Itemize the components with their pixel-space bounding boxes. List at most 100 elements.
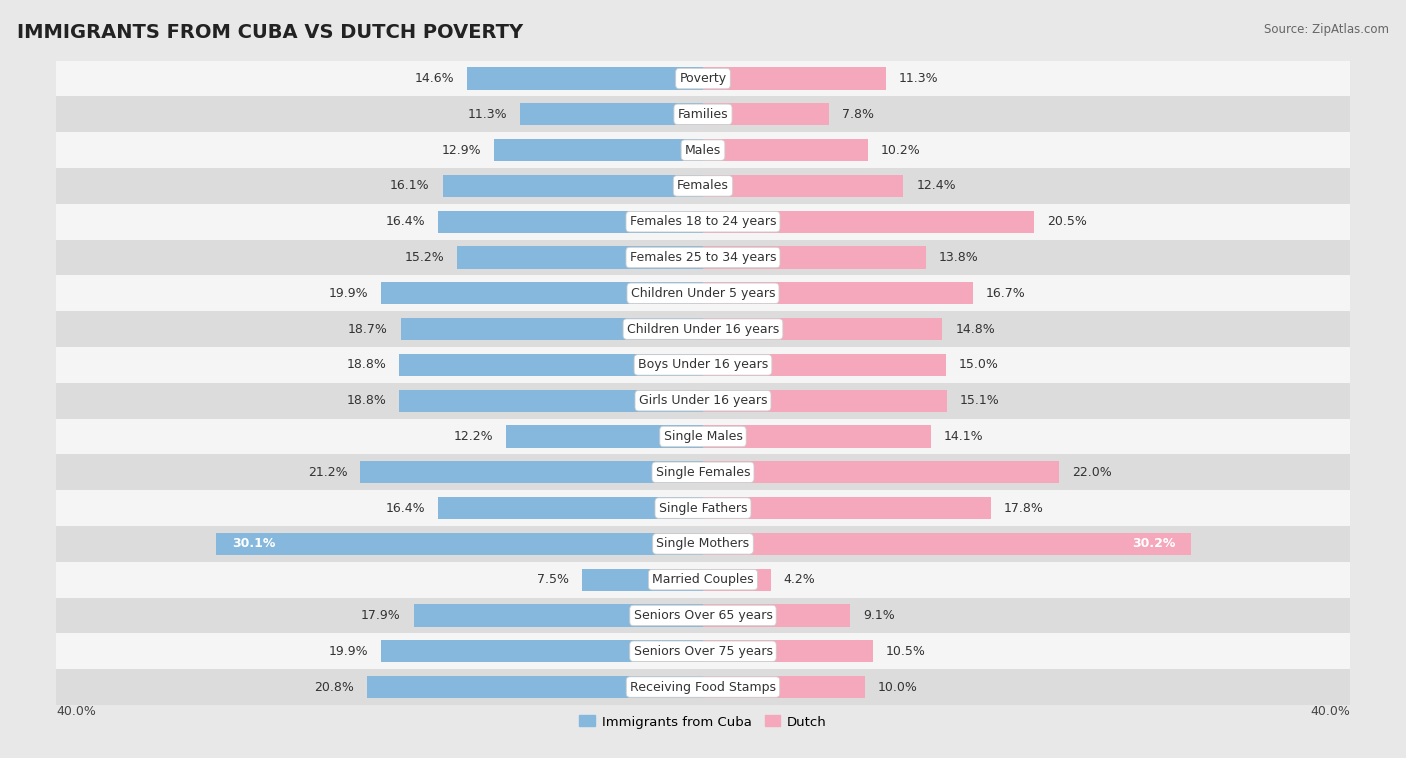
Text: 10.2%: 10.2% xyxy=(880,143,921,157)
Bar xyxy=(703,390,948,412)
Bar xyxy=(582,568,703,590)
Bar xyxy=(703,604,851,627)
Bar xyxy=(381,282,703,305)
Text: 15.1%: 15.1% xyxy=(960,394,1000,407)
Text: 13.8%: 13.8% xyxy=(939,251,979,264)
Bar xyxy=(56,312,1350,347)
Bar xyxy=(703,568,770,590)
Bar xyxy=(703,67,886,89)
Bar xyxy=(56,96,1350,132)
Bar xyxy=(56,132,1350,168)
Bar xyxy=(703,641,873,662)
Bar xyxy=(56,61,1350,96)
Text: Seniors Over 75 years: Seniors Over 75 years xyxy=(634,645,772,658)
Text: 7.5%: 7.5% xyxy=(537,573,569,586)
Text: 12.9%: 12.9% xyxy=(441,143,481,157)
Text: 16.4%: 16.4% xyxy=(385,215,425,228)
Bar xyxy=(56,418,1350,454)
Text: 18.8%: 18.8% xyxy=(346,394,387,407)
Text: 12.2%: 12.2% xyxy=(453,430,494,443)
Legend: Immigrants from Cuba, Dutch: Immigrants from Cuba, Dutch xyxy=(574,710,832,734)
Text: 11.3%: 11.3% xyxy=(898,72,938,85)
Text: Girls Under 16 years: Girls Under 16 years xyxy=(638,394,768,407)
Bar xyxy=(56,204,1350,240)
Text: 11.3%: 11.3% xyxy=(468,108,508,121)
Bar xyxy=(703,354,945,376)
Bar xyxy=(443,175,703,197)
Bar xyxy=(703,461,1059,484)
Text: 22.0%: 22.0% xyxy=(1071,465,1111,479)
Bar xyxy=(399,354,703,376)
Text: 17.8%: 17.8% xyxy=(1004,502,1043,515)
Text: 40.0%: 40.0% xyxy=(56,705,96,718)
Bar xyxy=(401,318,703,340)
Bar xyxy=(703,103,830,125)
Text: Receiving Food Stamps: Receiving Food Stamps xyxy=(630,681,776,694)
Bar xyxy=(437,497,703,519)
Text: 20.5%: 20.5% xyxy=(1047,215,1087,228)
Bar xyxy=(56,275,1350,312)
Bar xyxy=(703,175,904,197)
Text: 19.9%: 19.9% xyxy=(329,645,368,658)
Text: 18.8%: 18.8% xyxy=(346,359,387,371)
Text: IMMIGRANTS FROM CUBA VS DUTCH POVERTY: IMMIGRANTS FROM CUBA VS DUTCH POVERTY xyxy=(17,23,523,42)
Text: 30.1%: 30.1% xyxy=(232,537,276,550)
Text: Females 25 to 34 years: Females 25 to 34 years xyxy=(630,251,776,264)
Text: 9.1%: 9.1% xyxy=(863,609,894,622)
Text: Single Males: Single Males xyxy=(664,430,742,443)
Bar xyxy=(520,103,703,125)
Text: 16.4%: 16.4% xyxy=(385,502,425,515)
Text: 16.1%: 16.1% xyxy=(389,180,430,193)
Text: Source: ZipAtlas.com: Source: ZipAtlas.com xyxy=(1264,23,1389,36)
Text: 19.9%: 19.9% xyxy=(329,287,368,300)
Bar xyxy=(360,461,703,484)
Text: 10.5%: 10.5% xyxy=(886,645,925,658)
Bar xyxy=(703,425,931,447)
Text: Married Couples: Married Couples xyxy=(652,573,754,586)
Text: 12.4%: 12.4% xyxy=(917,180,956,193)
Text: Single Fathers: Single Fathers xyxy=(659,502,747,515)
Text: 15.2%: 15.2% xyxy=(405,251,444,264)
Text: 40.0%: 40.0% xyxy=(1310,705,1350,718)
Bar xyxy=(703,318,942,340)
Bar xyxy=(56,597,1350,634)
Text: 21.2%: 21.2% xyxy=(308,465,347,479)
Text: Males: Males xyxy=(685,143,721,157)
Bar xyxy=(703,246,927,268)
Text: Children Under 5 years: Children Under 5 years xyxy=(631,287,775,300)
Text: 14.1%: 14.1% xyxy=(943,430,984,443)
Bar xyxy=(56,562,1350,597)
Bar xyxy=(399,390,703,412)
Bar xyxy=(56,454,1350,490)
Bar xyxy=(381,641,703,662)
Text: 20.8%: 20.8% xyxy=(314,681,354,694)
Bar xyxy=(56,168,1350,204)
Bar xyxy=(703,211,1035,233)
Text: 15.0%: 15.0% xyxy=(959,359,998,371)
Bar xyxy=(703,497,991,519)
Text: Seniors Over 65 years: Seniors Over 65 years xyxy=(634,609,772,622)
Text: Females: Females xyxy=(678,180,728,193)
Text: Families: Families xyxy=(678,108,728,121)
Text: 18.7%: 18.7% xyxy=(347,323,388,336)
Text: 10.0%: 10.0% xyxy=(877,681,918,694)
Bar xyxy=(437,211,703,233)
Text: Single Mothers: Single Mothers xyxy=(657,537,749,550)
Bar xyxy=(56,240,1350,275)
Text: 14.6%: 14.6% xyxy=(415,72,454,85)
Text: Boys Under 16 years: Boys Under 16 years xyxy=(638,359,768,371)
Bar xyxy=(56,490,1350,526)
Text: 14.8%: 14.8% xyxy=(955,323,995,336)
Bar xyxy=(56,347,1350,383)
Bar xyxy=(457,246,703,268)
Bar xyxy=(703,676,865,698)
Text: Children Under 16 years: Children Under 16 years xyxy=(627,323,779,336)
Bar xyxy=(367,676,703,698)
Bar xyxy=(703,533,1191,555)
Bar xyxy=(703,139,868,161)
Bar xyxy=(56,634,1350,669)
Bar xyxy=(703,282,973,305)
Text: 16.7%: 16.7% xyxy=(986,287,1026,300)
Bar xyxy=(506,425,703,447)
Bar xyxy=(413,604,703,627)
